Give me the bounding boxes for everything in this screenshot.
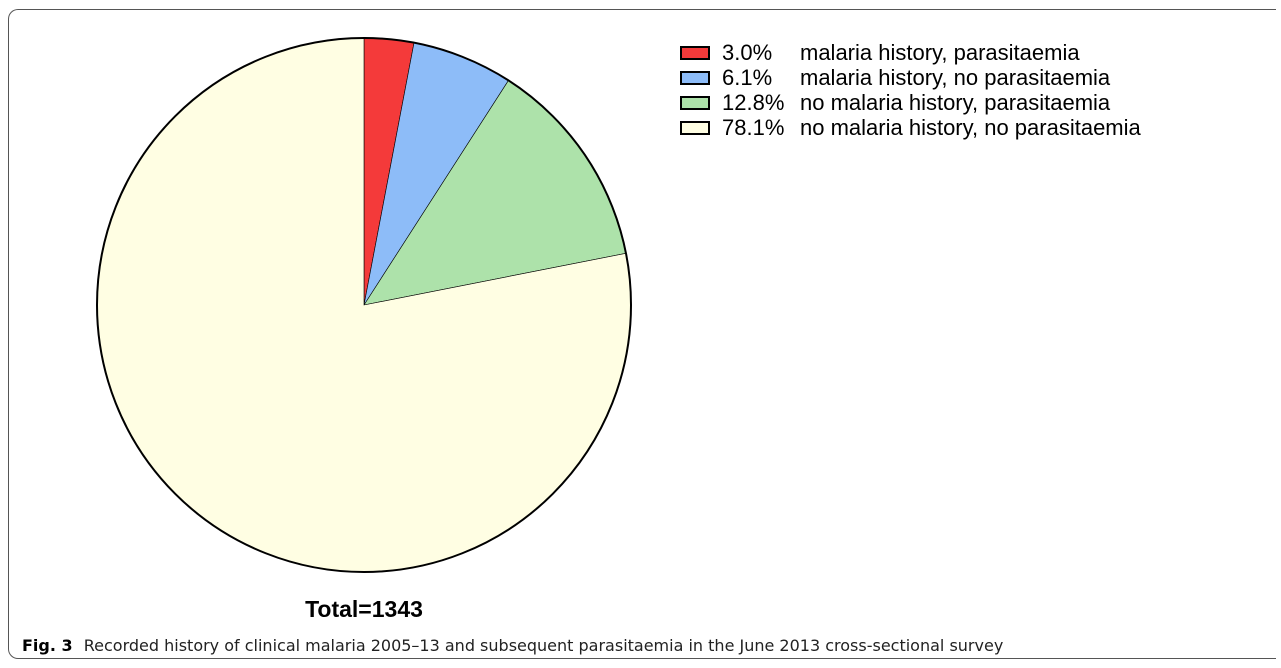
legend-swatch [680, 70, 710, 85]
legend-label: malaria history, no parasitaemia [800, 64, 1111, 90]
legend-label: no malaria history, parasitaemia [800, 89, 1111, 115]
legend-item: 78.1% no malaria history, no parasitaemi… [680, 115, 1141, 140]
legend-label: malaria history, parasitaemia [800, 39, 1080, 65]
total-label: Total=1343 [305, 596, 423, 622]
legend-swatch [680, 95, 710, 110]
caption-text: Recorded history of clinical malaria 200… [83, 636, 1004, 655]
legend-percent: 3.0% [722, 39, 773, 65]
legend-swatch [680, 45, 710, 60]
legend-swatch [680, 120, 710, 135]
pie-outline [96, 37, 632, 573]
pie-slices [96, 37, 632, 573]
legend-percent: 6.1% [722, 64, 773, 90]
legend-item: 12.8% no malaria history, parasitaemia [680, 90, 1141, 115]
figure-frame [8, 9, 1276, 659]
legend-percent: 78.1% [722, 114, 785, 140]
legend: 3.0% malaria history, parasitaemia 6.1% … [680, 40, 1141, 140]
legend-label: no malaria history, no parasitaemia [800, 114, 1141, 140]
figure-number: Fig. 3 [22, 636, 73, 655]
legend-percent: 12.8% [722, 89, 785, 115]
figure-caption: Fig. 3 Recorded history of clinical mala… [22, 636, 1003, 655]
legend-item: 3.0% malaria history, parasitaemia [680, 40, 1141, 65]
legend-item: 6.1% malaria history, no parasitaemia [680, 65, 1141, 90]
